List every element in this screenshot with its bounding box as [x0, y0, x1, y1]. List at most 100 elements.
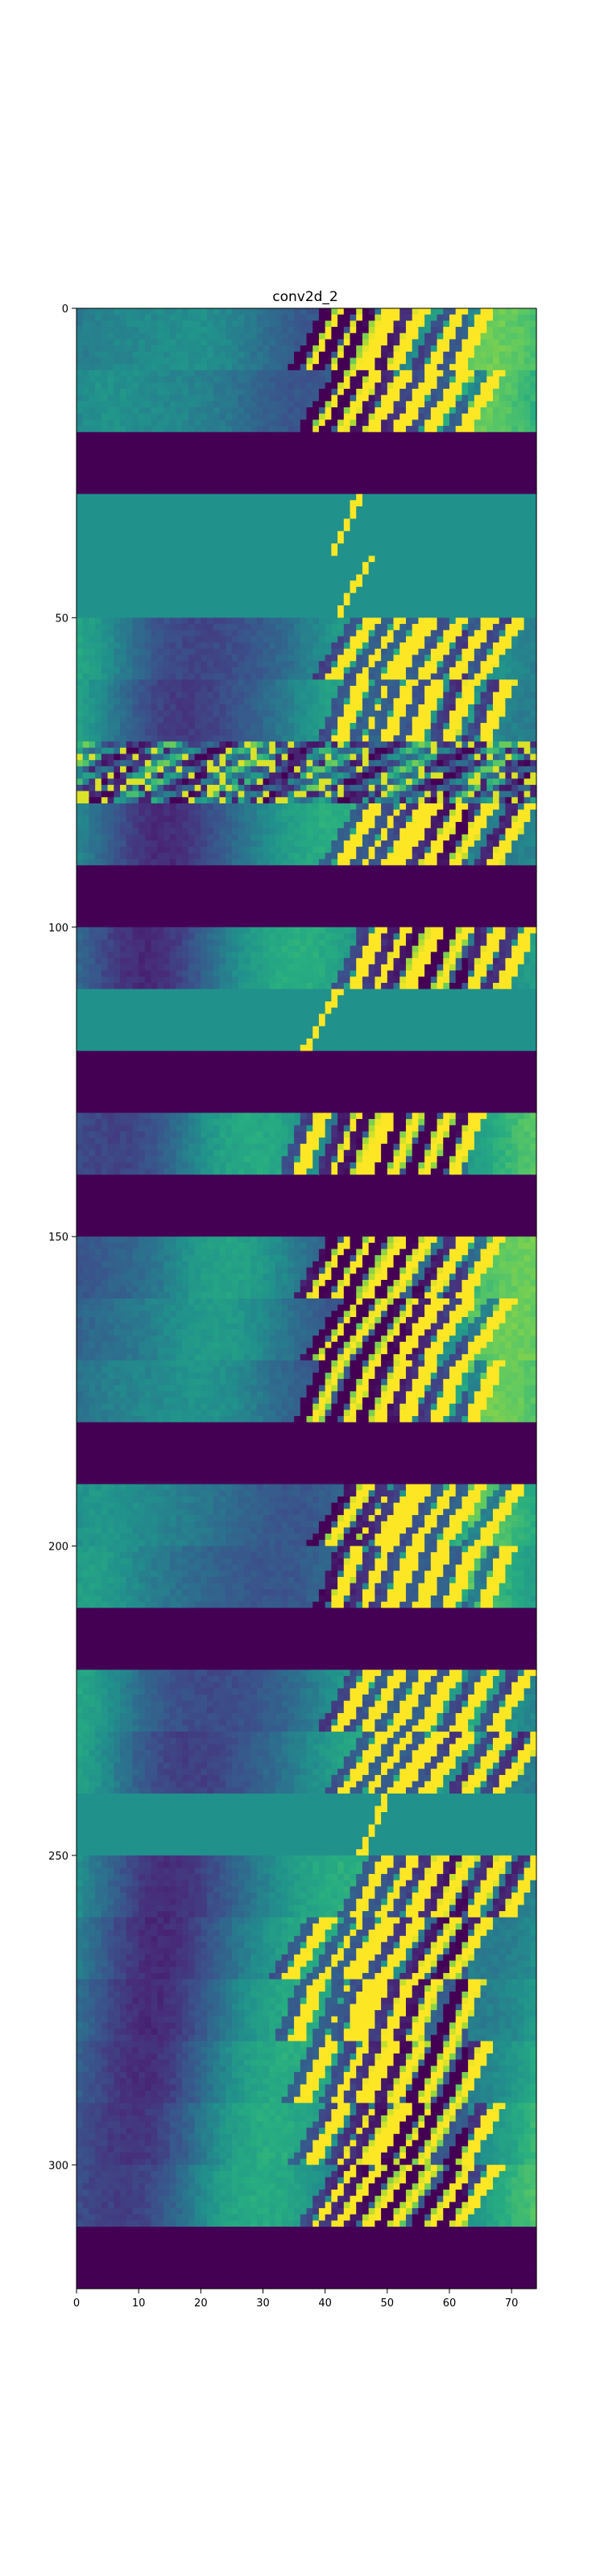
heatmap-cell: [139, 555, 146, 563]
heatmap-cell: [362, 667, 370, 675]
heatmap-cell: [114, 388, 121, 396]
heatmap-cell: [269, 679, 276, 687]
heatmap-cell: [132, 401, 139, 408]
heatmap-cell: [126, 636, 134, 643]
heatmap-cell: [356, 376, 363, 383]
heatmap-cell: [238, 673, 245, 680]
heatmap-cell: [468, 648, 475, 656]
heatmap-cell: [288, 605, 295, 613]
heatmap-cell: [474, 512, 482, 519]
heatmap-cell: [263, 394, 270, 402]
heatmap-cell: [114, 500, 121, 507]
heatmap-cell: [213, 580, 221, 588]
heatmap-cell: [157, 413, 164, 420]
heatmap-cell: [82, 339, 90, 346]
heatmap-cell: [263, 679, 270, 687]
heatmap-cell: [437, 586, 444, 594]
heatmap-cell: [250, 463, 258, 470]
heatmap-cell: [381, 456, 388, 464]
heatmap-cell: [188, 382, 196, 390]
heatmap-cell: [393, 339, 400, 346]
heatmap-cell: [294, 401, 301, 408]
heatmap-cell: [381, 586, 388, 594]
heatmap-cell: [176, 413, 183, 420]
heatmap-cell: [244, 691, 251, 699]
heatmap-cell: [424, 518, 432, 526]
heatmap-cell: [132, 667, 139, 675]
heatmap-cell: [530, 543, 537, 551]
heatmap-cell: [163, 679, 171, 687]
heatmap-cell: [511, 314, 519, 321]
heatmap-cell: [238, 630, 245, 638]
heatmap-cell: [120, 636, 127, 643]
heatmap-cell: [207, 332, 214, 341]
heatmap-cell: [82, 487, 90, 495]
heatmap-cell: [226, 500, 233, 507]
heatmap-cell: [139, 444, 146, 452]
heatmap-cell: [95, 574, 102, 581]
heatmap-cell: [169, 648, 177, 656]
heatmap-cell: [375, 481, 382, 489]
heatmap-cell: [418, 518, 425, 526]
heatmap-cell: [77, 401, 84, 408]
heatmap-cell: [151, 487, 158, 495]
heatmap-cell: [163, 574, 171, 581]
heatmap-cell: [188, 463, 196, 470]
heatmap-cell: [144, 630, 152, 638]
heatmap-cell: [95, 704, 102, 712]
heatmap-cell: [275, 332, 283, 341]
heatmap-cell: [207, 426, 214, 433]
heatmap-cell: [219, 469, 226, 477]
heatmap-cell: [350, 388, 357, 396]
heatmap-cell: [269, 506, 276, 514]
heatmap-cell: [263, 543, 270, 551]
heatmap-cell: [337, 463, 345, 470]
heatmap-cell: [461, 357, 469, 365]
heatmap-cell: [226, 617, 233, 625]
heatmap-cell: [356, 320, 363, 328]
heatmap-cell: [381, 314, 388, 321]
heatmap-cell: [126, 599, 134, 606]
heatmap-cell: [77, 617, 84, 625]
heatmap-cell: [263, 698, 270, 705]
heatmap-cell: [399, 500, 407, 507]
heatmap-cell: [505, 407, 512, 415]
heatmap-cell: [480, 624, 487, 631]
heatmap-cell: [480, 679, 487, 687]
heatmap-cell: [244, 450, 251, 458]
heatmap-cell: [325, 463, 332, 470]
heatmap-cell: [350, 413, 357, 420]
heatmap-cell: [281, 450, 288, 458]
heatmap-cell: [226, 438, 233, 445]
heatmap-cell: [107, 723, 114, 730]
heatmap-cell: [387, 599, 395, 606]
heatmap-cell: [381, 555, 388, 563]
heatmap-cell: [114, 314, 121, 321]
heatmap-cell: [151, 685, 158, 693]
heatmap-cell: [468, 345, 475, 353]
heatmap-cell: [381, 599, 388, 606]
heatmap-cell: [226, 723, 233, 730]
heatmap-cell: [393, 332, 400, 341]
heatmap-cell: [269, 562, 276, 569]
heatmap-cell: [461, 679, 469, 687]
heatmap-cell: [120, 413, 127, 420]
heatmap-cell: [480, 617, 487, 625]
heatmap-cell: [443, 320, 450, 328]
heatmap-cell: [256, 463, 264, 470]
heatmap-cell: [194, 543, 201, 551]
heatmap-cell: [375, 327, 382, 334]
heatmap-cell: [107, 369, 114, 378]
heatmap-cell: [300, 661, 308, 668]
heatmap-cell: [486, 543, 494, 551]
heatmap-cell: [405, 654, 413, 662]
heatmap-cell: [418, 716, 425, 724]
heatmap-cell: [505, 599, 512, 606]
heatmap-cell: [343, 667, 351, 675]
heatmap-cell: [244, 710, 251, 717]
heatmap-cell: [399, 710, 407, 717]
heatmap-cell: [343, 568, 351, 576]
heatmap-cell: [151, 723, 158, 730]
heatmap-cell: [126, 369, 134, 378]
heatmap-cell: [343, 438, 351, 445]
